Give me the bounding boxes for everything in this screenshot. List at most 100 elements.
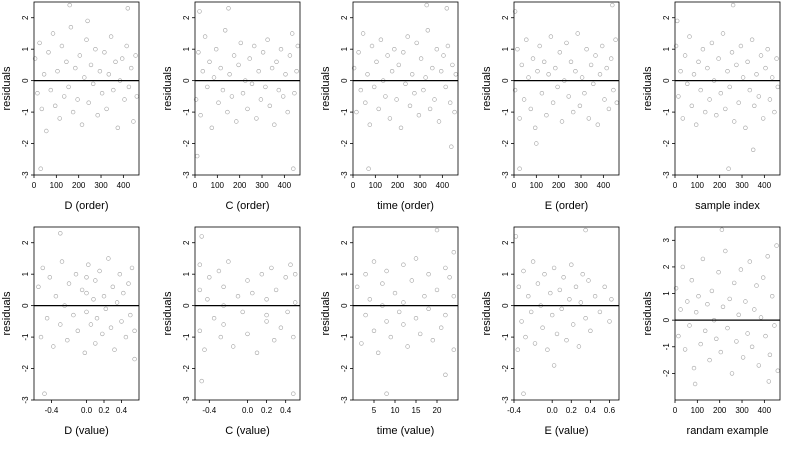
- data-point: [775, 368, 780, 373]
- data-point: [451, 347, 456, 352]
- y-tick-label: -1: [182, 108, 191, 116]
- data-point: [283, 275, 288, 280]
- data-point: [75, 97, 80, 102]
- data-point: [409, 278, 414, 283]
- data-point: [392, 290, 398, 296]
- data-point: [702, 328, 708, 333]
- data-point: [696, 294, 701, 299]
- data-point: [84, 290, 89, 296]
- data-point: [513, 234, 519, 239]
- data-point: [126, 281, 131, 286]
- data-point: [359, 341, 364, 346]
- x-axis-title: E (order): [545, 200, 588, 212]
- y-tick-label: 1: [662, 46, 671, 51]
- y-axis-title: residuals: [162, 66, 174, 111]
- y-tick-label: -3: [501, 171, 510, 179]
- data-point: [434, 287, 440, 293]
- data-point: [86, 100, 91, 105]
- x-tick-label: 300: [735, 406, 749, 415]
- data-point: [424, 2, 429, 8]
- x-tick-label: 0: [351, 181, 356, 190]
- data-point: [73, 272, 79, 277]
- data-point: [113, 59, 118, 64]
- data-point: [599, 43, 605, 49]
- data-point: [66, 84, 71, 90]
- data-point: [276, 87, 281, 93]
- data-point: [37, 40, 42, 46]
- data-point: [41, 72, 47, 77]
- x-tick-label: 0: [193, 181, 198, 190]
- data-point: [372, 84, 377, 90]
- data-point: [573, 68, 578, 74]
- data-point: [586, 116, 591, 121]
- y-tick-label: -2: [340, 139, 349, 147]
- data-point: [698, 87, 703, 93]
- data-point: [252, 43, 257, 49]
- data-point: [720, 31, 726, 36]
- data-point: [58, 322, 63, 327]
- data-point: [530, 259, 536, 264]
- data-point: [727, 296, 732, 302]
- y-tick-label: -2: [501, 139, 510, 147]
- data-point: [451, 250, 456, 255]
- data-point: [756, 94, 761, 99]
- data-point: [35, 90, 40, 96]
- data-point: [772, 109, 777, 115]
- data-point: [264, 312, 269, 318]
- data-point: [256, 68, 261, 74]
- data-point: [356, 50, 361, 55]
- y-tick-label: -3: [340, 171, 349, 179]
- data-point: [273, 287, 279, 293]
- y-tick-label: -3: [662, 171, 671, 179]
- data-point: [84, 37, 89, 42]
- data-point: [131, 119, 136, 124]
- data-point: [723, 106, 728, 112]
- data-point: [100, 331, 105, 337]
- data-point: [554, 331, 560, 337]
- x-axis-title: D (order): [64, 200, 108, 212]
- data-point: [73, 65, 78, 71]
- data-point: [211, 316, 217, 321]
- data-point: [401, 300, 406, 305]
- x-tick-label: 0.0: [81, 406, 93, 415]
- data-point: [70, 109, 76, 115]
- data-point: [413, 316, 419, 321]
- y-tick-label: -3: [182, 396, 191, 404]
- data-point: [685, 299, 690, 304]
- data-point: [696, 59, 701, 64]
- chart-panel: -3 -2 -1 0 1 2 -0.4 0.0 0.2 0.4 0.6 E (value) residu…: [481, 226, 620, 437]
- data-point: [209, 125, 215, 131]
- data-point: [521, 97, 527, 102]
- x-axis-title: randam example: [687, 425, 769, 437]
- data-point: [197, 262, 203, 267]
- data-point: [769, 294, 775, 299]
- data-point: [544, 112, 549, 118]
- data-point: [220, 87, 226, 93]
- x-axis-title: C (value): [225, 425, 270, 437]
- data-point: [90, 81, 96, 87]
- data-point: [583, 316, 588, 321]
- data-point: [551, 363, 557, 368]
- data-point: [254, 116, 259, 121]
- data-point: [394, 97, 399, 102]
- data-point: [40, 265, 45, 271]
- data-point: [291, 334, 296, 340]
- y-tick-label: 0: [340, 78, 349, 83]
- data-point: [430, 65, 435, 71]
- data-point: [82, 75, 87, 80]
- data-point: [579, 75, 585, 80]
- data-point: [221, 284, 226, 289]
- data-point: [384, 268, 389, 274]
- data-point: [358, 87, 363, 93]
- data-point: [767, 352, 773, 357]
- data-point: [211, 75, 217, 80]
- data-point: [723, 248, 728, 254]
- data-point: [366, 166, 371, 171]
- data-point: [693, 310, 699, 315]
- data-point: [42, 391, 47, 396]
- data-point: [738, 43, 744, 49]
- x-tick-label: 400: [278, 181, 292, 190]
- data-point: [360, 31, 366, 36]
- data-point: [705, 302, 710, 307]
- data-point: [77, 53, 83, 58]
